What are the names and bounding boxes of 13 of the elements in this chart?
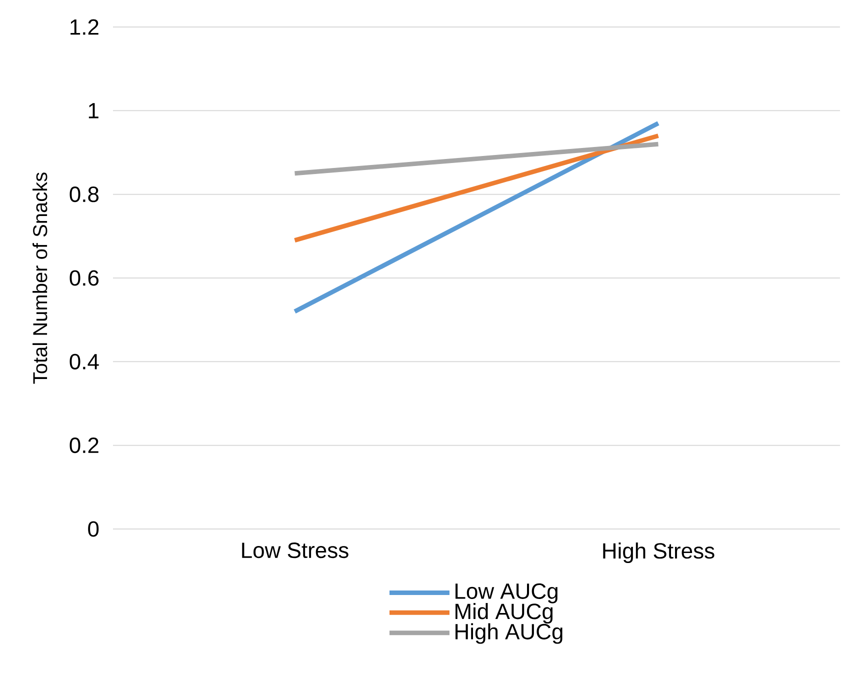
y-tick-label: 0.4 — [70, 354, 99, 370]
legend-label: Mid AUCg — [456, 603, 553, 624]
y-axis-title: Total Number of Snacks — [32, 172, 48, 384]
y-tick-label: 0 — [88, 521, 99, 537]
legend-label: Low AUCg — [456, 583, 558, 604]
legend-label: High AUCg — [456, 623, 562, 644]
y-tick-label: 1.2 — [70, 19, 98, 35]
y-tick-label: 0.6 — [70, 270, 99, 286]
x-tick-label: Low Stress — [242, 542, 348, 558]
x-tick-label: High Stress — [603, 542, 714, 564]
y-tick-label: 0.2 — [70, 438, 98, 454]
y-tick-label: 1 — [88, 103, 98, 118]
y-tick-label: 0.8 — [70, 186, 99, 202]
